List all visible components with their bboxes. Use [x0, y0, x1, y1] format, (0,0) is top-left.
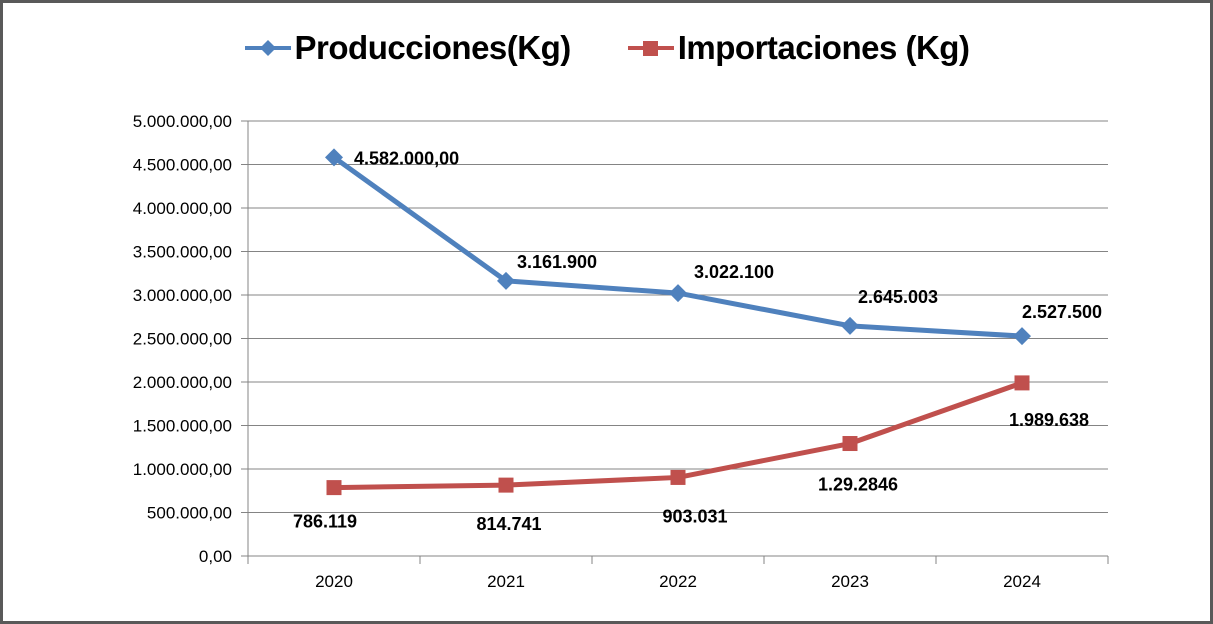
y-axis-tick-label: 1.500.000,00	[133, 417, 232, 436]
y-axis-tick-label: 2.000.000,00	[133, 373, 232, 392]
plot-area: 5.000.000,00 4.500.000,00 4.000.000,00 3.50…	[133, 112, 1109, 591]
y-axis-tick-label: 3.500.000,00	[133, 243, 232, 262]
data-label: 2.527.500	[1022, 302, 1102, 322]
data-label: 1.989.638	[1009, 410, 1089, 430]
y-axis-tick-label: 4.000.000,00	[133, 199, 232, 218]
data-point-marker	[326, 480, 342, 496]
x-axis-tick-label: 2023	[831, 572, 869, 591]
data-point-marker	[325, 148, 343, 167]
importaciones-line-square-icon	[627, 41, 674, 56]
legend-label-producciones: Producciones(Kg)	[294, 29, 572, 66]
y-axis-tick-label: 0,00	[199, 547, 232, 566]
data-point-marker	[498, 477, 514, 493]
legend-item-importaciones: Importaciones (Kg)	[627, 29, 970, 67]
data-point-marker	[670, 469, 686, 485]
y-axis-tick-label: 4.500.000,00	[133, 156, 232, 175]
x-axis-tick-label: 2022	[659, 572, 697, 591]
series-line-0	[332, 155, 1023, 339]
producciones-line-diamond-icon	[244, 40, 291, 56]
data-point-marker	[497, 271, 515, 290]
legend-label-importaciones: Importaciones (Kg)	[677, 29, 970, 66]
data-point-marker	[1014, 375, 1030, 391]
data-point-marker	[669, 284, 687, 303]
x-axis-tick-label: 2021	[487, 572, 525, 591]
data-point-marker	[841, 316, 859, 335]
data-point-marker	[842, 436, 858, 452]
legend-item-producciones: Producciones(Kg)	[244, 29, 571, 67]
data-point-marker	[1013, 327, 1031, 346]
y-axis-tick-label: 3.000.000,00	[133, 286, 232, 305]
data-label: 2.645.003	[858, 287, 938, 307]
y-axis-tick-label: 500.000,00	[147, 504, 232, 523]
x-axis-tick-label: 2020	[315, 572, 353, 591]
y-axis-tick-label: 2.500.000,00	[133, 330, 232, 349]
data-label: 814.741	[476, 514, 541, 534]
chart-legend: Producciones(Kg) Importaciones (Kg)	[3, 29, 1210, 67]
data-label: 3.161.900	[517, 252, 597, 272]
y-axis-tick-label: 5.000.000,00	[133, 112, 232, 131]
data-label: 4.582.000,00	[354, 148, 459, 168]
x-axis-tick-label: 2024	[1003, 572, 1041, 591]
data-label: 3.022.100	[694, 262, 774, 282]
y-axis-tick-label: 1.000.000,00	[133, 460, 232, 479]
data-label: 1.29.2846	[818, 475, 898, 495]
data-label: 786.119	[293, 512, 357, 532]
data-label: 903.031	[662, 506, 727, 526]
